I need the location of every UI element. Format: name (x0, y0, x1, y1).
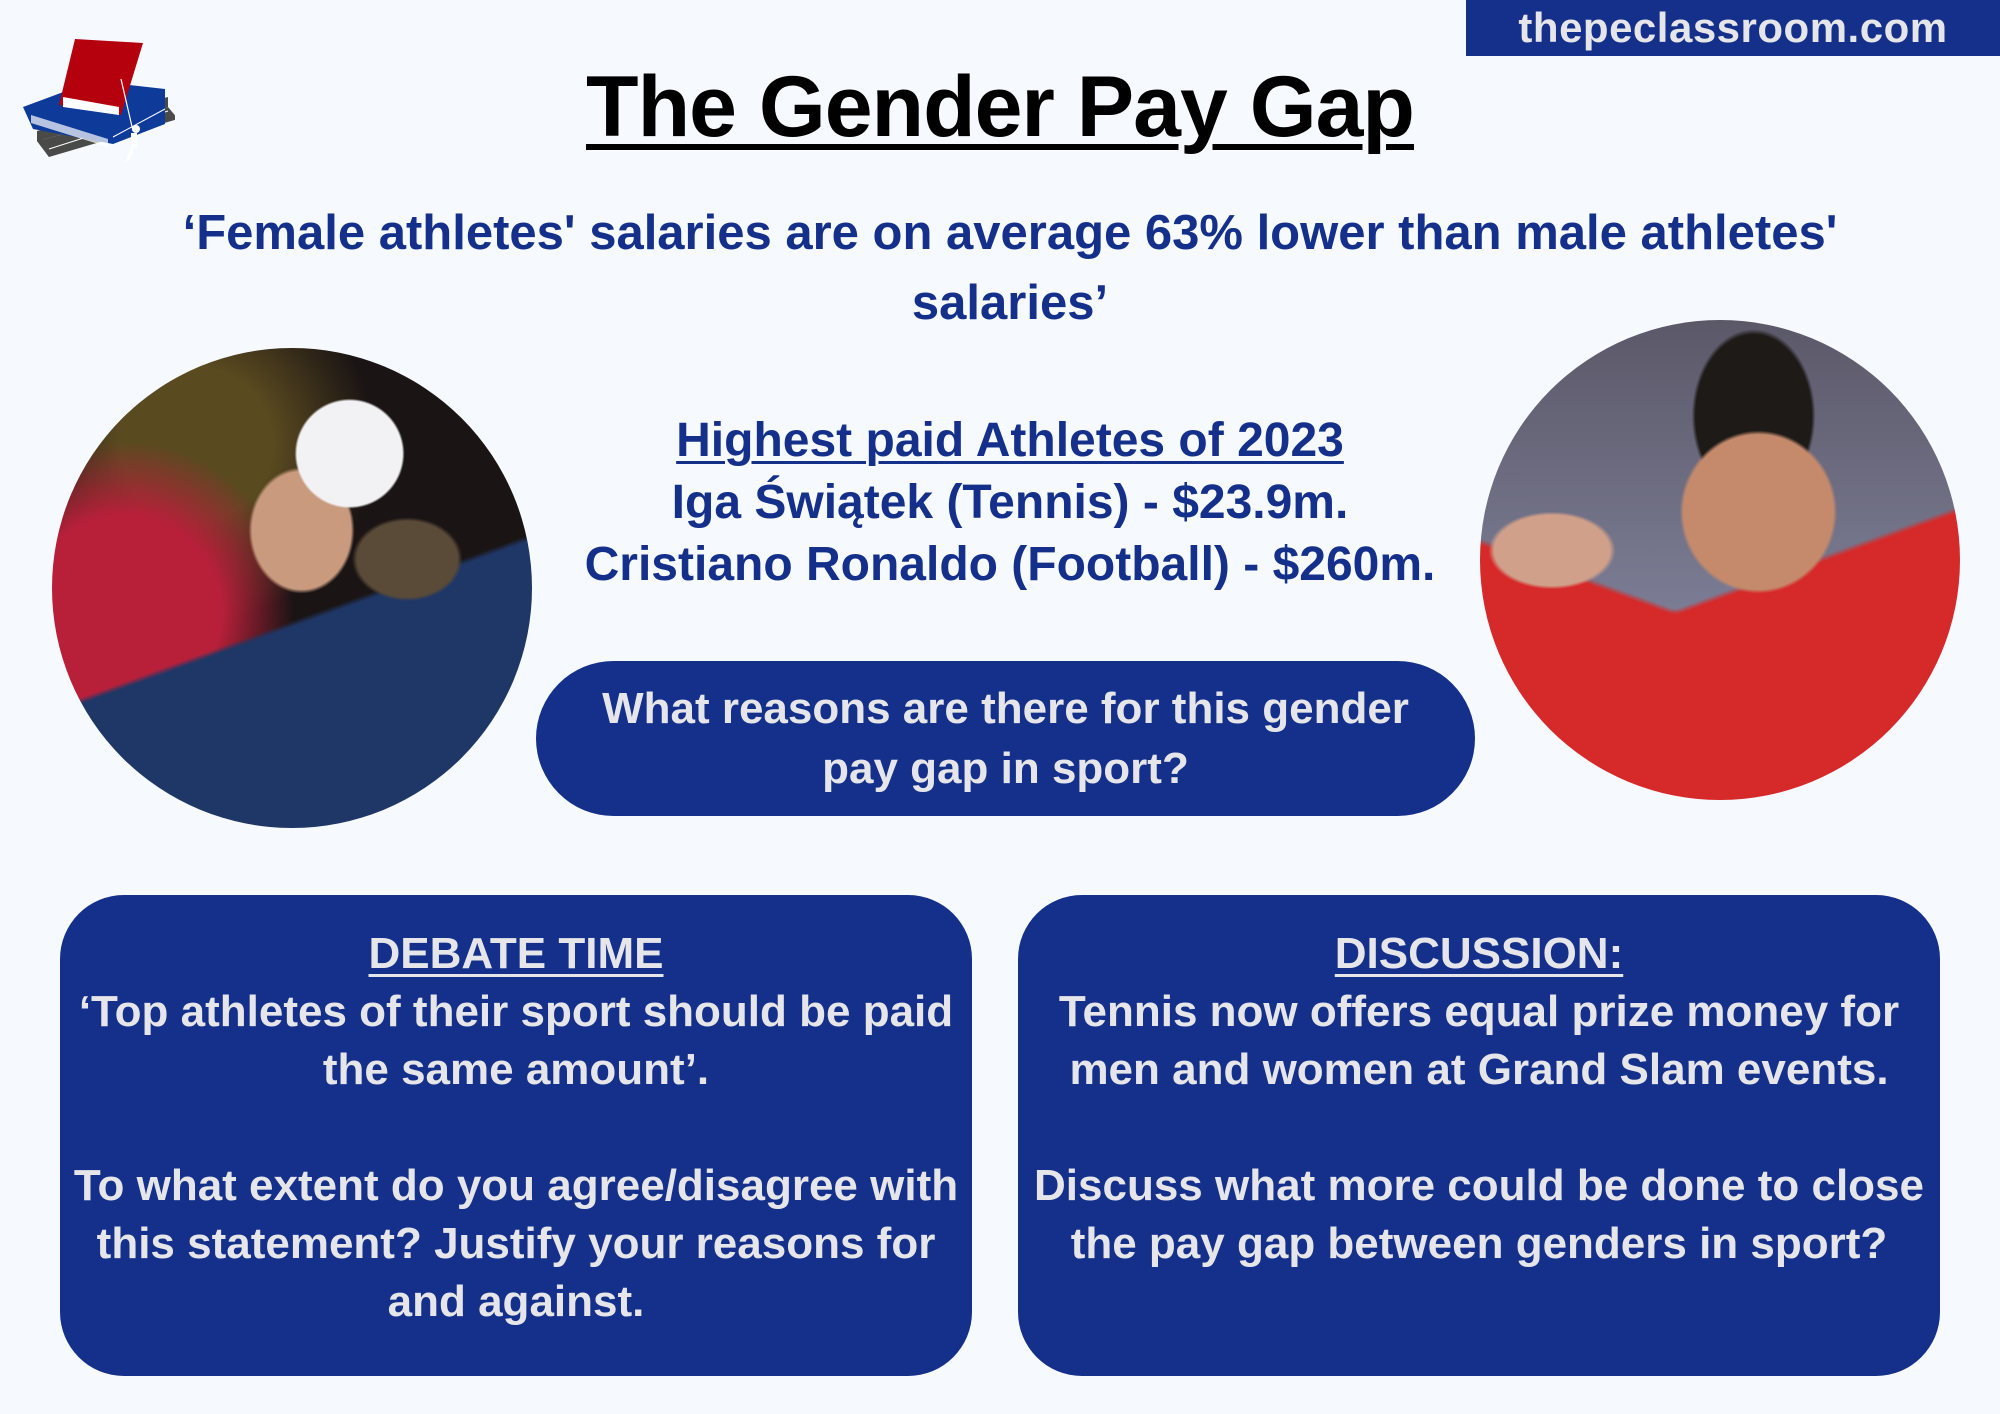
debate-statement: ‘Top athletes of their sport should be p… (78, 987, 954, 1094)
discussion-prompt: Discuss what more could be done to close… (1034, 1161, 1924, 1268)
question-pill: What reasons are there for this gender p… (536, 661, 1475, 816)
pay-gap-quote: ‘Female athletes' salaries are on averag… (182, 206, 1838, 330)
page-title: The Gender Pay Gap (0, 58, 2000, 157)
question-text: What reasons are there for this gender p… (602, 683, 1409, 793)
discussion-heading: DISCUSSION: (1334, 929, 1624, 978)
discussion-panel: DISCUSSION: Tennis now offers equal priz… (1018, 895, 1940, 1376)
stats-heading: Highest paid Athletes of 2023 (676, 414, 1344, 467)
debate-heading: DEBATE TIME (368, 929, 664, 978)
spacer (60, 1099, 972, 1157)
highest-paid-stats: Highest paid Athletes of 2023 Iga Świąte… (530, 410, 1490, 596)
site-url[interactable]: thepeclassroom.com (1518, 4, 1948, 51)
footballer-photo-icon: Cristiano Ronaldo (1480, 320, 1960, 800)
page-title-text: The Gender Pay Gap (586, 59, 1415, 155)
spacer (1018, 1099, 1940, 1157)
site-url-banner[interactable]: thepeclassroom.com (1466, 0, 2000, 56)
debate-panel: DEBATE TIME ‘Top athletes of their sport… (60, 895, 972, 1376)
debate-prompt: To what extent do you agree/disagree wit… (73, 1161, 959, 1326)
stats-row-swiatek: Iga Świątek (Tennis) - $23.9m. (671, 476, 1349, 529)
stats-row-ronaldo: Cristiano Ronaldo (Football) - $260m. (584, 538, 1436, 591)
book-stack-logo-icon (23, 19, 178, 173)
discussion-fact: Tennis now offers equal prize money for … (1058, 987, 1900, 1094)
tennis-player-photo-icon: Iga Świątek (52, 348, 532, 828)
